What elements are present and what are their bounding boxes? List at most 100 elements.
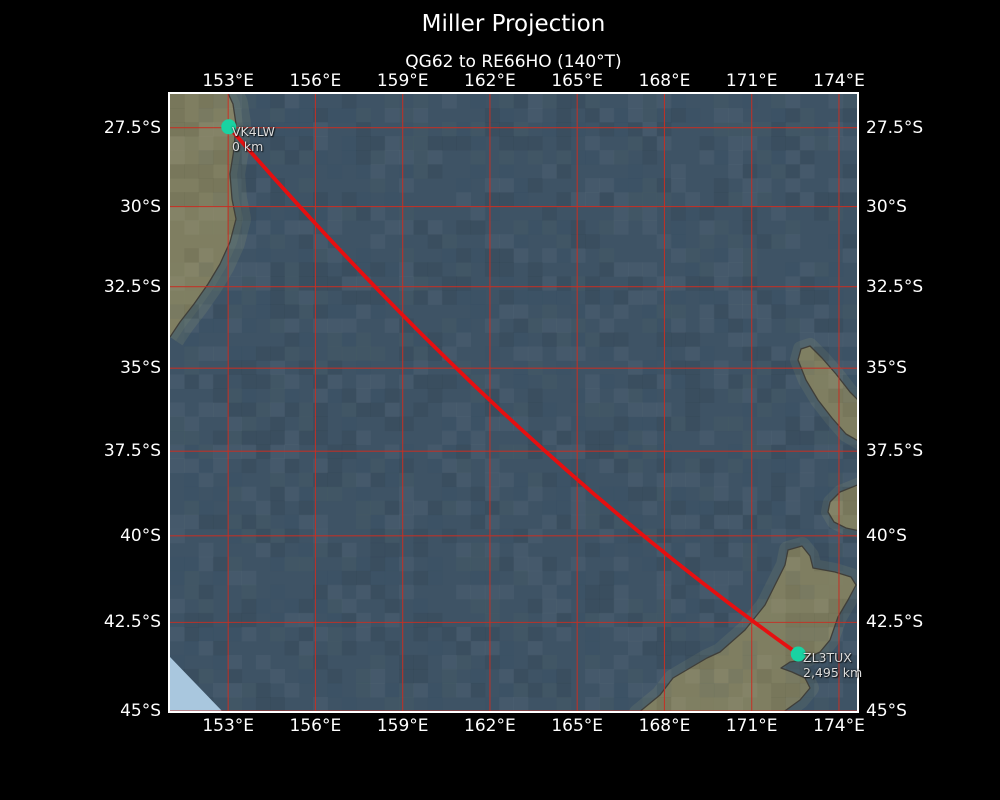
raster-pixel [184, 346, 200, 361]
raster-pixel [499, 262, 514, 277]
raster-pixel [484, 654, 500, 670]
raster-pixel [255, 122, 271, 137]
route-start-distance: 0 km [232, 139, 264, 154]
raster-pixel [842, 304, 857, 319]
raster-pixel [298, 514, 314, 530]
raster-pixel [384, 696, 400, 711]
raster-pixel [384, 444, 400, 460]
raster-pixel [499, 472, 514, 488]
raster-pixel [713, 192, 729, 207]
raster-pixel [585, 668, 600, 684]
raster-pixel [513, 626, 529, 642]
raster-pixel [527, 178, 543, 193]
raster-pixel [484, 416, 500, 432]
raster-pixel [270, 500, 285, 516]
raster-pixel [384, 682, 400, 698]
raster-pixel [399, 654, 414, 670]
raster-pixel [713, 570, 729, 586]
raster-pixel [255, 374, 271, 389]
raster-pixel [670, 374, 686, 389]
raster-pixel [284, 374, 300, 389]
tick-label-right: 32.5°S [866, 276, 924, 297]
raster-pixel [670, 626, 686, 642]
raster-pixel [699, 136, 715, 151]
raster-pixel [613, 150, 629, 165]
route-start-marker [221, 119, 237, 135]
raster-pixel [814, 542, 829, 558]
raster-pixel [613, 108, 629, 123]
tick-label-left: 32.5°S [103, 276, 161, 297]
raster-pixel [670, 584, 686, 600]
raster-pixel [842, 94, 857, 109]
axis-bottom-longitude: 153°E 156°E 159°E 162°E 165°E 168°E 171°E 174°E [170, 716, 865, 736]
raster-pixel [341, 150, 357, 165]
raster-pixel [298, 178, 314, 193]
raster-pixel [198, 500, 214, 516]
raster-pixel [241, 430, 257, 446]
raster-pixel [255, 304, 271, 319]
raster-pixel [814, 290, 829, 305]
raster-pixel [170, 374, 185, 389]
raster-pixel [499, 94, 514, 109]
raster-pixel [771, 472, 786, 488]
raster-pixel [198, 458, 214, 474]
raster-pixel [327, 374, 343, 389]
raster-pixel [484, 542, 500, 558]
raster-pixel [527, 626, 543, 642]
raster-pixel [713, 276, 729, 291]
raster-pixel [270, 612, 285, 628]
tick-label-top: 168°E [638, 71, 691, 91]
raster-pixel [341, 94, 357, 109]
raster-pixel [298, 402, 314, 418]
raster-pixel [413, 500, 429, 516]
tick-label-top: 174°E [813, 71, 865, 91]
tick-label-left: 27.5°S [103, 117, 161, 138]
raster-pixel [527, 346, 543, 361]
raster-pixel [785, 682, 801, 698]
raster-pixel [685, 640, 701, 656]
raster-pixel [212, 556, 228, 572]
raster-pixel [341, 472, 357, 488]
raster-pixel [441, 472, 457, 488]
raster-pixel [685, 654, 701, 670]
raster-pixel [699, 668, 715, 684]
raster-pixel [427, 290, 443, 305]
raster-pixel [556, 444, 572, 460]
raster-pixel [771, 612, 786, 628]
raster-pixel [184, 248, 200, 263]
raster-pixel [370, 374, 386, 389]
raster-pixel [399, 108, 414, 123]
raster-pixel [198, 640, 214, 656]
raster-pixel [441, 94, 457, 109]
raster-pixel [341, 556, 357, 572]
raster-pixel [170, 556, 185, 572]
raster-pixel [728, 234, 743, 249]
raster-pixel [585, 136, 600, 151]
raster-pixel [184, 444, 200, 460]
raster-pixel [570, 192, 586, 207]
raster-pixel [356, 486, 371, 502]
raster-pixel [227, 416, 243, 432]
raster-pixel [756, 388, 772, 403]
raster-pixel [227, 668, 243, 684]
coastline [639, 545, 857, 711]
raster-pixel [270, 192, 285, 207]
raster-pixel [484, 486, 500, 502]
raster-pixel [685, 514, 701, 530]
raster-pixel [484, 556, 500, 572]
raster-pixel [570, 570, 586, 586]
raster-pixel [198, 444, 214, 460]
raster-pixel [699, 598, 715, 614]
raster-pixel [356, 500, 371, 516]
raster-pixel [241, 178, 257, 193]
raster-pixel [513, 94, 529, 109]
raster-pixel [756, 444, 772, 460]
raster-pixel [212, 192, 228, 207]
raster-pixel [484, 318, 500, 333]
tick-label-right: 30°S [866, 196, 907, 217]
raster-pixel [542, 500, 557, 516]
raster-pixel [298, 598, 314, 614]
raster-pixel [484, 500, 500, 516]
raster-pixel [699, 304, 715, 319]
raster-pixel [699, 234, 715, 249]
